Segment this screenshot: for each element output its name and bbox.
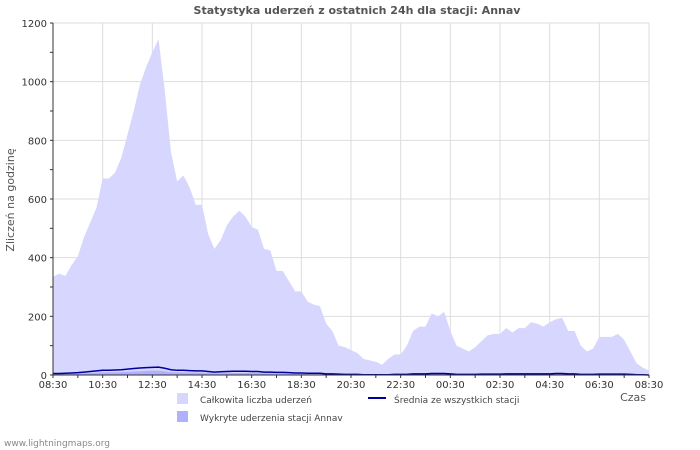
y-tick-label: 800 xyxy=(28,136,47,147)
chart-title: Statystyka uderzeń z ostatnich 24h dla s… xyxy=(194,4,522,17)
y-tick-label: 200 xyxy=(28,312,47,323)
footer-site: www.lightningmaps.org xyxy=(4,439,110,449)
x-tick-label: 06:30 xyxy=(585,380,614,391)
legend: Całkowita liczba uderzeń Wykryte uderzen… xyxy=(177,393,519,424)
x-tick-label: 12:30 xyxy=(138,380,167,391)
y-tick-label: 400 xyxy=(28,254,47,265)
x-tick-label: 02:30 xyxy=(486,380,515,391)
y-tick-label: 1000 xyxy=(22,78,47,89)
x-tick-label: 08:30 xyxy=(39,380,68,391)
x-tick-label: 16:30 xyxy=(237,380,266,391)
x-tick-label: 22:30 xyxy=(386,380,415,391)
area-total-strikes xyxy=(53,39,649,375)
x-tick-label: 08:30 xyxy=(635,380,664,391)
x-tick-label: 18:30 xyxy=(287,380,316,391)
y-axis-label: Zliczeń na godzinę xyxy=(4,148,17,251)
y-tick-labels: 0 200 400 600 800 1000 1200 xyxy=(22,19,47,382)
x-tick-label: 14:30 xyxy=(188,380,217,391)
legend-label-total: Całkowita liczba uderzeń xyxy=(200,396,312,406)
y-tick-label: 1200 xyxy=(22,19,47,30)
x-axis-label: Czas xyxy=(620,391,646,404)
axes xyxy=(50,22,650,378)
legend-label-detected: Wykryte uderzenia stacji Annav xyxy=(200,414,343,424)
x-tick-label: 00:30 xyxy=(436,380,465,391)
y-tick-label: 600 xyxy=(28,195,47,206)
area-detected-strikes xyxy=(53,370,649,375)
x-tick-label: 10:30 xyxy=(88,380,117,391)
legend-swatch-total xyxy=(177,393,188,404)
x-tick-labels: 08:30 10:30 12:30 14:30 16:30 18:30 20:30 22:30… xyxy=(39,380,664,391)
x-tick-label: 04:30 xyxy=(535,380,564,391)
x-tick-label: 20:30 xyxy=(337,380,366,391)
line-average-all-stations xyxy=(53,366,650,376)
y-tick-label: 0 xyxy=(41,371,47,382)
legend-label-average: Średnia ze wszystkich stacji xyxy=(394,394,519,406)
legend-swatch-detected xyxy=(177,411,188,422)
